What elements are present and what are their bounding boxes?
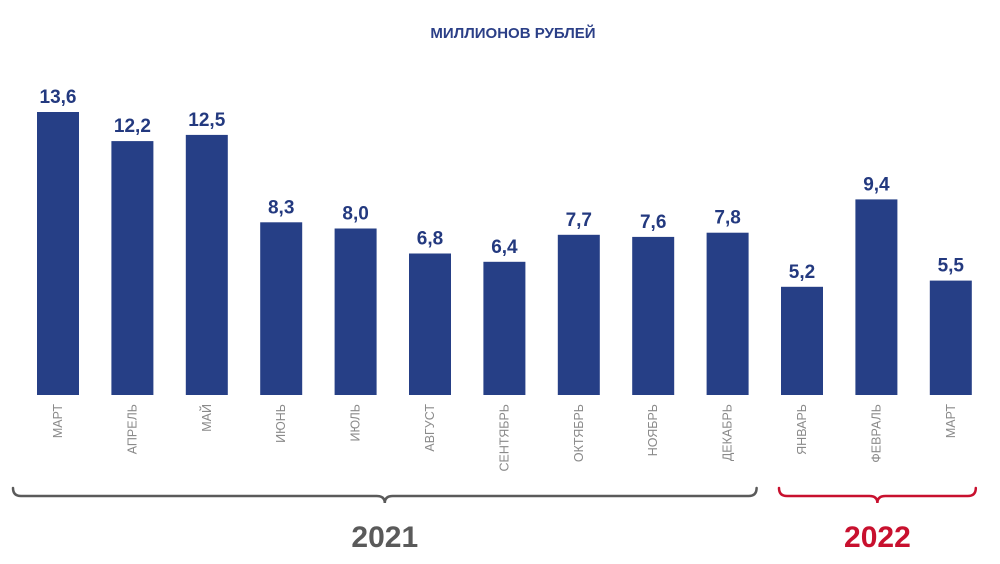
bar-5 xyxy=(334,228,377,395)
category-label-9: НОЯБРЬ xyxy=(646,404,660,456)
value-label-7: 6,4 xyxy=(491,237,518,258)
category-label-4: ИЮНЬ xyxy=(274,404,288,443)
category-label-2: АПРЕЛЬ xyxy=(125,404,139,454)
value-label-2: 12,2 xyxy=(114,116,151,137)
year-label-2022: 2022 xyxy=(844,521,911,554)
value-label-8: 7,7 xyxy=(566,210,592,231)
value-label-4: 8,3 xyxy=(268,197,294,218)
bar-9 xyxy=(632,236,675,395)
year-label-2021: 2021 xyxy=(351,521,418,554)
category-label-1: МАРТ xyxy=(51,404,65,439)
value-labels-group: 13,6 12,2 12,5 8,3 8,0 6,8 6,4 7,7 7,6 7,8 5,2 9,4 5… xyxy=(40,87,965,283)
value-label-9: 7,6 xyxy=(640,212,666,233)
category-label-12: ФЕВРАЛЬ xyxy=(869,404,883,463)
year-groups: 2021 2022 xyxy=(11,486,978,554)
bar-3 xyxy=(185,134,228,395)
year-bracket-2021 xyxy=(11,486,758,504)
bar-8 xyxy=(557,234,600,395)
category-label-7: СЕНТЯБРЬ xyxy=(497,404,511,472)
value-label-11: 5,2 xyxy=(789,262,815,283)
chart-title: МИЛЛИОНОВ РУБЛЕЙ xyxy=(430,24,595,42)
category-label-10: ДЕКАБРЬ xyxy=(721,404,735,461)
category-label-8: ОКТЯБРЬ xyxy=(572,404,586,462)
value-label-6: 6,8 xyxy=(417,229,443,250)
bar-4 xyxy=(260,222,303,395)
bar-1 xyxy=(37,112,79,395)
category-label-11: ЯНВАРЬ xyxy=(795,404,809,455)
bar-2 xyxy=(111,141,154,395)
value-label-3: 12,5 xyxy=(188,110,225,131)
bar-11 xyxy=(781,286,823,395)
bar-13 xyxy=(929,280,972,395)
value-label-13: 5,5 xyxy=(938,256,965,277)
value-label-5: 8,0 xyxy=(342,204,368,225)
value-label-12: 9,4 xyxy=(863,174,890,195)
value-label-10: 7,8 xyxy=(714,208,740,229)
value-label-1: 13,6 xyxy=(40,87,77,108)
category-label-3: МАЙ xyxy=(199,404,214,432)
bar-12 xyxy=(855,199,898,395)
category-label-13: МАРТ xyxy=(944,404,958,439)
category-labels-group: МАРТ АПРЕЛЬ МАЙ ИЮНЬ ИЮЛЬ АВГУСТ СЕНТЯБРЬ ОКТЯБ… xyxy=(51,404,958,472)
bar-7 xyxy=(483,261,526,395)
year-bracket-2022 xyxy=(777,486,978,504)
category-label-5: ИЮЛЬ xyxy=(349,404,363,441)
bar-10 xyxy=(706,232,749,395)
bars-group xyxy=(37,112,972,395)
category-label-6: АВГУСТ xyxy=(423,404,437,452)
bar-6 xyxy=(409,253,451,395)
